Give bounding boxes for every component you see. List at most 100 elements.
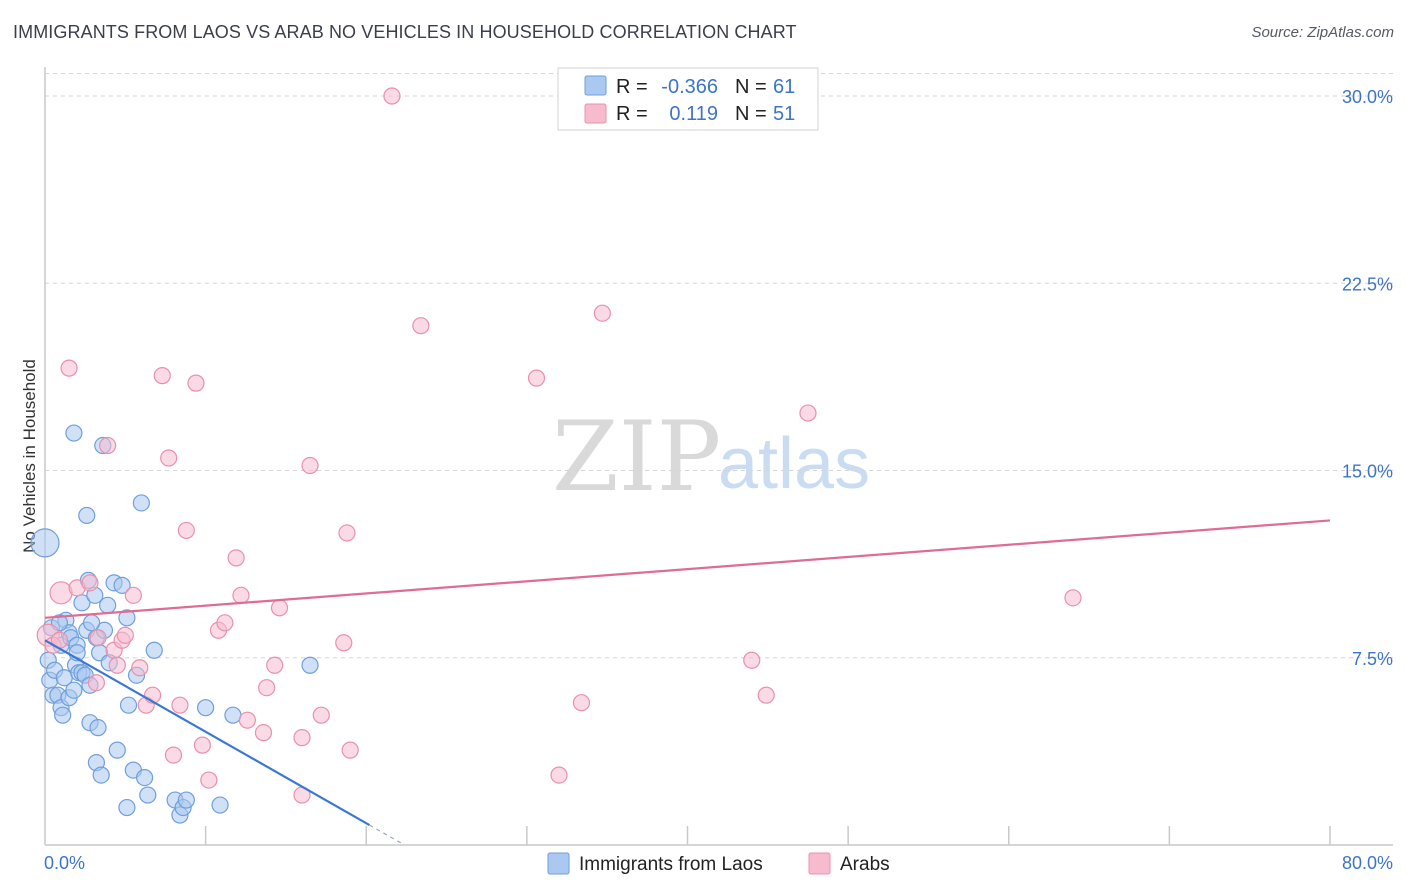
bottom-legend-swatch-arab [808, 852, 831, 875]
arab-point [108, 656, 126, 674]
arab-point [799, 404, 817, 422]
laos-point [211, 796, 229, 814]
arab-point [49, 581, 73, 605]
laos-point [54, 706, 72, 724]
arab-point [164, 746, 183, 764]
arab-point [227, 549, 245, 567]
laos-point [139, 786, 157, 804]
arab-point [270, 599, 289, 617]
arab-point [124, 586, 142, 604]
y-axis: No Vehicles in Household [20, 67, 46, 845]
arab-point [572, 694, 591, 712]
laos-trend-line [44, 639, 371, 826]
watermark-atlas: atlas [718, 424, 870, 504]
laos-point [197, 699, 215, 717]
laos-point [65, 424, 83, 442]
arab-point [60, 359, 78, 377]
arab-point [153, 367, 171, 385]
arab-point [258, 679, 276, 697]
arab-point [383, 87, 401, 105]
y-tick-label: 15.0% [1342, 462, 1393, 482]
laos-point [82, 614, 101, 632]
laos-point [118, 798, 136, 817]
arab-point [81, 574, 99, 592]
arab-point [757, 686, 775, 704]
arab-point [1064, 589, 1082, 607]
arab-point [131, 659, 149, 677]
arab-point [527, 369, 546, 387]
arab-point [232, 586, 250, 604]
y-axis-label: No Vehicles in Household [20, 359, 39, 553]
y-tick-label: 7.5% [1352, 649, 1393, 669]
y-tick-label: 22.5% [1342, 274, 1393, 294]
arab-point [238, 711, 256, 729]
arab-point [160, 449, 178, 467]
arab-point [338, 524, 356, 542]
arab-point [193, 736, 212, 754]
laos-trend-extension [369, 824, 404, 845]
y-tick-labels: 7.5% 15.0% 22.5% 30.0% [1342, 87, 1393, 669]
arab-point [743, 651, 761, 669]
x-axis: 0.0% 80.0% [44, 826, 1393, 873]
gridlines [45, 73, 1393, 659]
laos-point [108, 741, 126, 759]
laos-point [78, 506, 96, 525]
laos-point [118, 609, 136, 627]
arab-point [293, 729, 311, 747]
legend-n-value-arab: 51 [773, 103, 795, 125]
arab-point [312, 706, 330, 724]
laos-point [113, 576, 131, 594]
bottom-legend-label-arab: Arabs [840, 854, 890, 875]
arab-point [171, 696, 189, 714]
arab-point [335, 634, 353, 652]
x-tick-label-max: 80.0% [1342, 853, 1393, 873]
correlation-legend: R = -0.366 N = 61 R = 0.119 N = 51 [557, 67, 819, 131]
arab-point [187, 374, 205, 392]
arab-point [412, 317, 430, 335]
bottom-legend-swatch-laos [547, 852, 570, 875]
arab-point [116, 626, 134, 644]
bottom-legend-label-laos: Immigrants from Laos [579, 854, 763, 875]
arab-point [266, 656, 284, 674]
arab-point [301, 456, 319, 475]
arab-point [87, 674, 106, 692]
legend-n-value-laos: 61 [773, 76, 795, 98]
arab-point [89, 629, 107, 647]
arab-point [341, 741, 359, 759]
laos-point [301, 656, 319, 674]
x-tick-label-min: 0.0% [44, 853, 85, 873]
arab-point [200, 771, 218, 789]
laos-point [177, 791, 195, 809]
arab-point [177, 521, 195, 540]
legend-r-value-laos: -0.366 [661, 76, 718, 98]
laos-point [89, 719, 107, 737]
laos-point [65, 681, 83, 699]
legend-r-label-arab: R = [616, 103, 648, 125]
laos-point [92, 766, 110, 784]
laos-point [145, 641, 163, 659]
watermark: ZIP atlas [552, 401, 870, 513]
arab-point [550, 766, 568, 784]
watermark-zip: ZIP [552, 401, 721, 513]
laos-point [30, 528, 60, 558]
legend-swatch-arab [584, 103, 607, 124]
arab-point [593, 304, 611, 322]
trend-lines [44, 519, 1331, 845]
laos-point [119, 696, 138, 714]
chart-title: IMMIGRANTS FROM LAOS VS ARAB NO VEHICLES… [13, 22, 797, 42]
series-arabs [36, 87, 1082, 804]
source-label: Source: ZipAtlas.com [1251, 24, 1394, 41]
arab-trend-line [44, 519, 1331, 619]
laos-point [135, 768, 154, 787]
y-tick-label: 30.0% [1342, 87, 1393, 107]
laos-point [99, 596, 117, 614]
laos-point [132, 494, 150, 512]
laos-point [224, 706, 242, 724]
legend-swatch-laos [584, 75, 607, 96]
arab-point [216, 614, 234, 632]
legend-r-label-laos: R = [616, 76, 648, 98]
legend-n-label-laos: N = [735, 76, 767, 98]
legend-n-label-arab: N = [735, 103, 767, 125]
series-legend: Immigrants from Laos Arabs [547, 852, 890, 875]
